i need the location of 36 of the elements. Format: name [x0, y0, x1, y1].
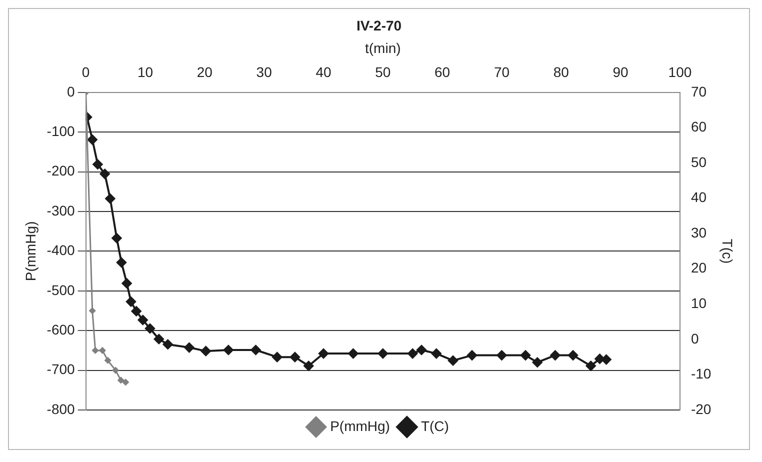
y-tick-label: -700 [46, 361, 76, 378]
y-tick-label: -400 [46, 242, 76, 258]
y2-tick-label: 50 [690, 154, 707, 170]
y-axis-title: P(mmHg) [22, 221, 38, 282]
y2-tick-label: 30 [690, 224, 707, 240]
y2-tick-label: 60 [690, 118, 707, 135]
y2-axis-title: T(c) [720, 238, 736, 264]
y2-tick-label: -20 [690, 400, 712, 417]
y2-tick-label: 10 [690, 294, 707, 311]
x-tick-label: 80 [553, 64, 570, 80]
y2-tick-label: 20 [690, 260, 707, 276]
y-tick-label: -100 [46, 122, 76, 139]
y-tick-label: -300 [46, 202, 76, 218]
legend-label: P(mmHg) [330, 418, 390, 434]
y2-tick-label: 70 [690, 83, 707, 100]
x-tick-label: 40 [316, 64, 332, 80]
legend-label: T(C) [420, 418, 449, 434]
y-tick-label: -500 [46, 282, 76, 298]
chart-title: IV-2-70 [356, 17, 402, 34]
x-tick-label: 100 [668, 64, 692, 80]
x-tick-label: 30 [256, 64, 272, 80]
y-tick-label: -200 [46, 162, 76, 179]
y-tick-label: 0 [67, 83, 76, 100]
x-tick-label: 10 [137, 64, 154, 80]
x-tick-label: 90 [612, 64, 629, 80]
x-axis-title: t(min) [365, 40, 401, 56]
x-tick-label: 20 [196, 64, 213, 80]
x-tick-label: 60 [434, 64, 450, 80]
y-tick-label: -800 [46, 400, 76, 417]
y-tick-label: -600 [46, 321, 76, 338]
x-tick-label: 50 [375, 64, 391, 80]
y2-tick-label: -10 [690, 366, 712, 382]
y2-tick-label: 40 [690, 189, 707, 206]
y2-tick-label: 0 [690, 330, 699, 346]
x-tick-label: 0 [82, 64, 90, 80]
x-tick-label: 70 [494, 64, 510, 80]
